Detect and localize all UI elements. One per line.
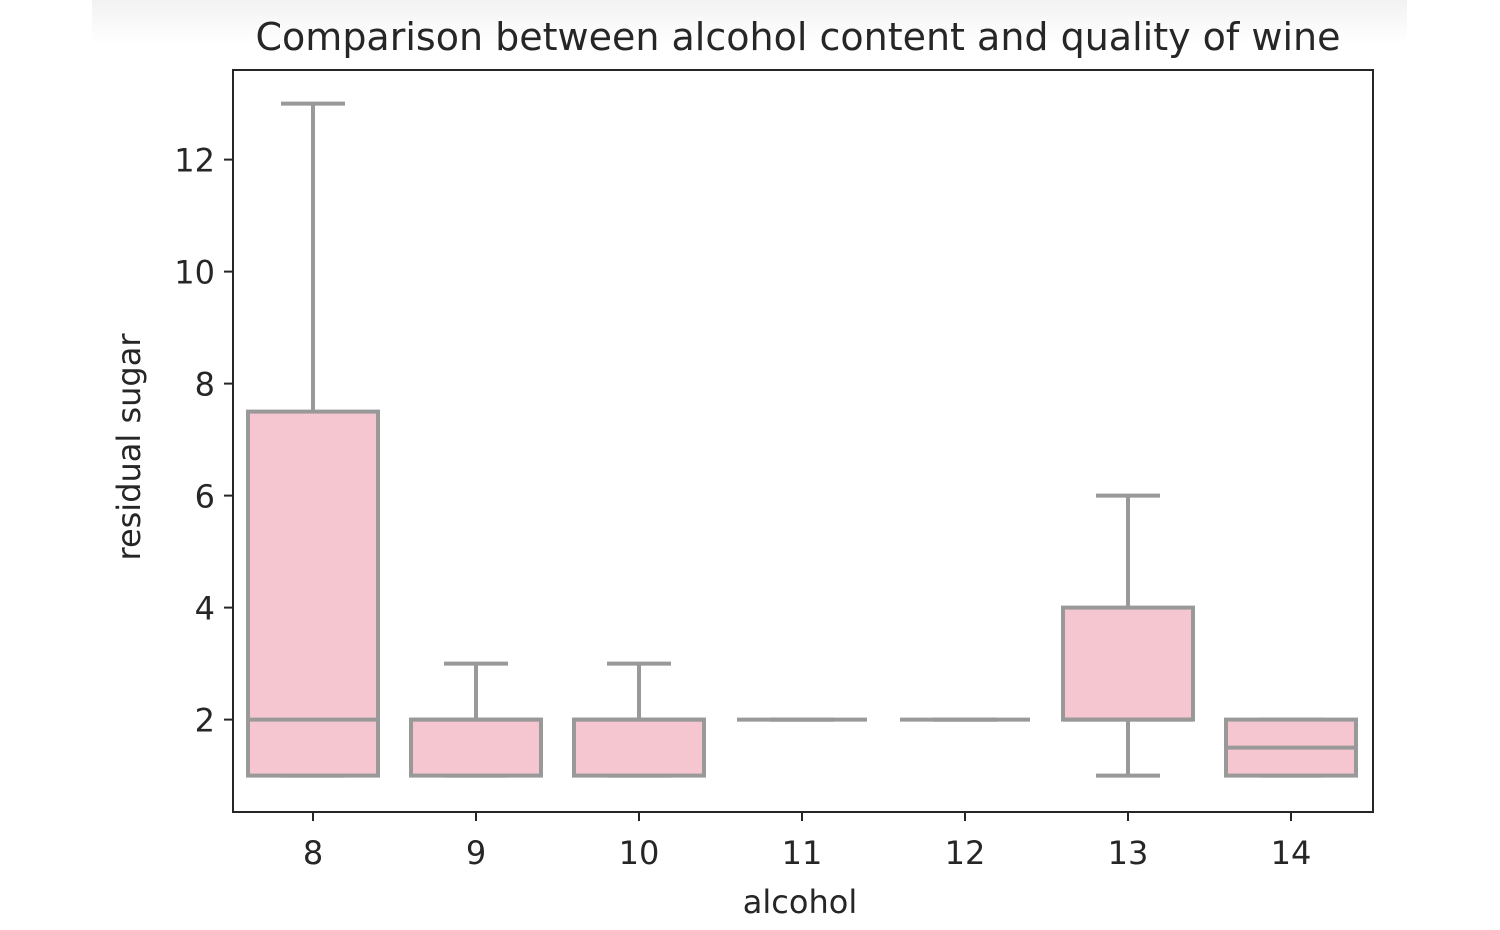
box-group-8	[246, 101, 380, 778]
x-tick-label: 13	[1108, 834, 1149, 872]
box-13	[1061, 605, 1195, 722]
box-8	[246, 409, 380, 778]
x-tick-label: 11	[782, 834, 823, 872]
x-axis: 8 9 10 11 12 13 14	[303, 812, 1312, 872]
chart-title: Comparison between alcohol content and q…	[256, 15, 1341, 59]
y-axis: 2 4 6 8 10 12	[174, 142, 233, 740]
box-10	[572, 717, 706, 778]
y-tick-label: 6	[195, 478, 215, 516]
y-tick-label: 12	[174, 142, 215, 180]
y-tick-label: 10	[174, 254, 215, 292]
y-tick-label: 8	[195, 366, 215, 404]
x-tick-label: 10	[619, 834, 660, 872]
x-tick-label: 9	[466, 834, 486, 872]
x-tick-label: 14	[1271, 834, 1312, 872]
y-tick-label: 2	[195, 702, 215, 740]
y-tick-label: 4	[195, 590, 215, 628]
box-group-13	[1061, 493, 1195, 778]
x-axis-label: alcohol	[743, 883, 857, 921]
y-axis-label: residual sugar	[110, 333, 148, 561]
x-tick-label: 12	[945, 834, 986, 872]
top-shading	[92, 0, 1407, 44]
axes-frame	[232, 69, 1374, 813]
box-9	[409, 717, 543, 778]
x-tick-label: 8	[303, 834, 323, 872]
box-group-14	[1224, 717, 1358, 778]
box-group-9	[409, 661, 543, 778]
box-group-10	[572, 661, 706, 778]
plot-layer	[246, 101, 1358, 778]
